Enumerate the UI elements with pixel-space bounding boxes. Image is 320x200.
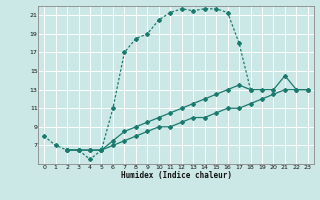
X-axis label: Humidex (Indice chaleur): Humidex (Indice chaleur) [121,171,231,180]
